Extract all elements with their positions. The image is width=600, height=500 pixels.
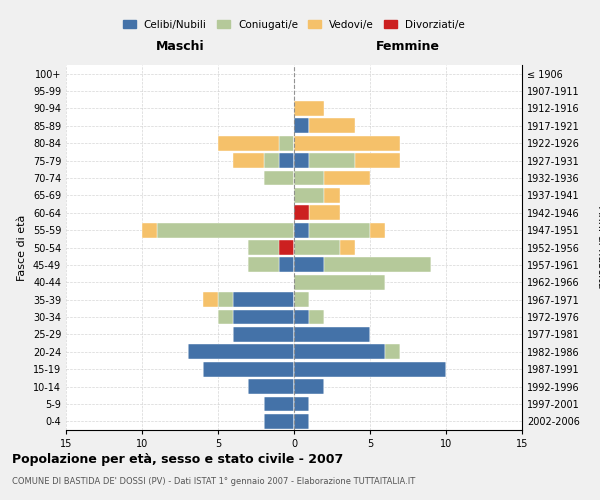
- Bar: [263, 170, 294, 186]
- Bar: [233, 327, 294, 342]
- Bar: [233, 292, 294, 307]
- Bar: [309, 118, 355, 133]
- Bar: [294, 170, 325, 186]
- Bar: [385, 344, 400, 359]
- Bar: [309, 222, 370, 238]
- Bar: [248, 240, 294, 255]
- Text: Femmine: Femmine: [376, 40, 440, 53]
- Bar: [294, 206, 309, 220]
- Bar: [294, 258, 325, 272]
- Bar: [294, 379, 325, 394]
- Bar: [325, 258, 431, 272]
- Y-axis label: Anni di nascita: Anni di nascita: [596, 206, 600, 289]
- Bar: [309, 310, 325, 324]
- Bar: [294, 101, 325, 116]
- Bar: [309, 206, 340, 220]
- Text: Popolazione per età, sesso e stato civile - 2007: Popolazione per età, sesso e stato civil…: [12, 452, 343, 466]
- Bar: [218, 310, 233, 324]
- Bar: [325, 188, 340, 202]
- Bar: [203, 292, 218, 307]
- Bar: [294, 414, 309, 428]
- Bar: [294, 362, 446, 376]
- Bar: [233, 310, 294, 324]
- Bar: [325, 170, 370, 186]
- Bar: [294, 136, 400, 150]
- Bar: [279, 153, 294, 168]
- Bar: [233, 153, 263, 168]
- Bar: [263, 396, 294, 411]
- Bar: [142, 222, 157, 238]
- Text: COMUNE DI BASTIDA DE' DOSSI (PV) - Dati ISTAT 1° gennaio 2007 - Elaborazione TUT: COMUNE DI BASTIDA DE' DOSSI (PV) - Dati …: [12, 477, 415, 486]
- Bar: [294, 310, 309, 324]
- Bar: [263, 414, 294, 428]
- Bar: [157, 222, 294, 238]
- Bar: [294, 153, 309, 168]
- Bar: [294, 206, 309, 220]
- Bar: [279, 240, 294, 255]
- Bar: [248, 379, 294, 394]
- Bar: [340, 240, 355, 255]
- Text: Maschi: Maschi: [155, 40, 205, 53]
- Bar: [294, 292, 309, 307]
- Bar: [355, 153, 400, 168]
- Bar: [263, 153, 279, 168]
- Y-axis label: Fasce di età: Fasce di età: [17, 214, 27, 280]
- Bar: [218, 136, 279, 150]
- Bar: [218, 292, 233, 307]
- Bar: [203, 362, 294, 376]
- Bar: [370, 222, 385, 238]
- Bar: [309, 153, 355, 168]
- Bar: [294, 240, 340, 255]
- Bar: [279, 136, 294, 150]
- Legend: Celibi/Nubili, Coniugati/e, Vedovi/e, Divorziati/e: Celibi/Nubili, Coniugati/e, Vedovi/e, Di…: [119, 16, 469, 34]
- Bar: [188, 344, 294, 359]
- Bar: [279, 258, 294, 272]
- Bar: [294, 275, 385, 289]
- Bar: [294, 327, 370, 342]
- Bar: [294, 344, 385, 359]
- Bar: [294, 396, 309, 411]
- Bar: [294, 222, 309, 238]
- Bar: [294, 118, 309, 133]
- Bar: [294, 188, 325, 202]
- Bar: [248, 258, 279, 272]
